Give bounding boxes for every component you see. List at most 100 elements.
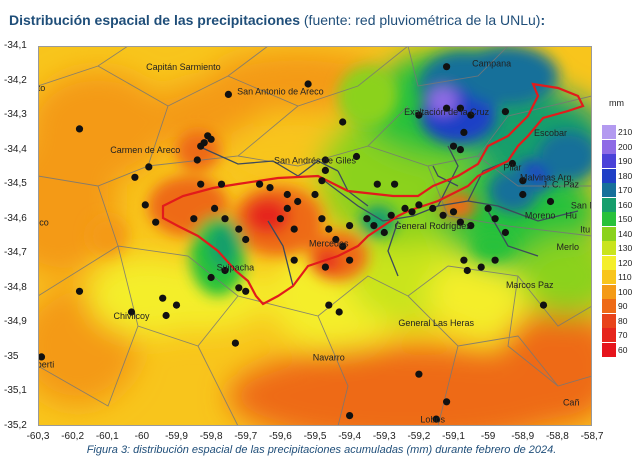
- station-dot: [456, 104, 464, 112]
- station-dot: [467, 222, 475, 230]
- place-labels: Capitán Sarmiento San Antonio de Areco Cam…: [38, 59, 592, 425]
- station-dot: [449, 142, 458, 150]
- station-dot: [217, 180, 226, 188]
- station-dot: [75, 287, 84, 295]
- station-dot: [325, 225, 333, 233]
- map-title-source: (fuente: red pluviométrica de la UNLu): [300, 12, 541, 28]
- legend-swatch: [602, 154, 616, 168]
- legend-label: 200: [618, 141, 633, 152]
- legend-label: 130: [618, 243, 633, 253]
- map-title: Distribución espacial de las precipitaci…: [9, 12, 545, 28]
- station-dot: [370, 222, 378, 230]
- place-label: Chivilcoy: [113, 311, 150, 321]
- station-dot: [335, 308, 343, 316]
- station-dot: [346, 256, 354, 264]
- station-dot: [463, 266, 471, 275]
- station-dot: [519, 177, 527, 185]
- station-dot: [207, 273, 215, 282]
- station-dot: [190, 215, 198, 223]
- station-dot: [449, 208, 458, 216]
- station-dot: [539, 301, 548, 309]
- place-label: Mercedes: [309, 238, 349, 248]
- legend-label: 160: [618, 199, 633, 210]
- station-dot: [321, 263, 329, 271]
- station-dot: [380, 228, 388, 237]
- station-dot: [224, 90, 232, 98]
- legend-swatch: [602, 241, 616, 255]
- rain-gauge-stations: [38, 63, 555, 423]
- station-dot: [339, 118, 347, 126]
- x-tick-label: -59,4: [338, 431, 362, 442]
- legend-label: 210: [618, 127, 633, 137]
- legend-swatch: [602, 197, 616, 212]
- legend-label: 140: [618, 228, 633, 239]
- station-dot: [197, 142, 205, 150]
- place-label: uco: [38, 218, 49, 228]
- station-dot: [318, 215, 326, 223]
- station-dot: [415, 201, 423, 209]
- station-dot: [290, 225, 298, 233]
- y-tick-label: -35: [4, 350, 19, 362]
- x-tick-label: -59,3: [372, 431, 396, 442]
- station-dot: [318, 177, 326, 185]
- place-label: San M.: [571, 200, 592, 210]
- station-dot: [415, 111, 423, 119]
- legend-label: 60: [618, 344, 628, 355]
- station-dot: [294, 197, 302, 206]
- station-dot: [460, 256, 468, 264]
- place-label: San Andrés de Giles: [274, 156, 357, 166]
- place-label: Itu: [580, 225, 590, 235]
- station-dot: [477, 263, 485, 271]
- place-label: Lobos: [420, 415, 445, 425]
- legend-label: 90: [618, 301, 628, 311]
- legend-label: 70: [618, 330, 628, 340]
- station-dot: [162, 311, 170, 320]
- place-label: Campana: [472, 59, 511, 69]
- station-dot: [311, 190, 319, 199]
- station-dot: [443, 104, 451, 112]
- legend-label: 100: [618, 286, 633, 297]
- legend-swatch: [602, 226, 616, 241]
- place-label: Moreno: [525, 211, 556, 221]
- station-dot: [321, 166, 329, 174]
- station-dot: [231, 339, 239, 347]
- station-dot: [276, 215, 284, 223]
- legend-swatch: [602, 299, 616, 313]
- legend-label: 180: [618, 170, 633, 181]
- station-dot: [321, 156, 329, 164]
- station-dot: [373, 180, 381, 188]
- place-label: J. C. Paz: [543, 180, 580, 190]
- place-label: Malvinas Arg.: [520, 173, 574, 183]
- station-dot: [460, 128, 468, 136]
- station-dot: [221, 215, 229, 223]
- y-tick-label: -34,3: [4, 109, 27, 121]
- station-dot: [501, 108, 509, 116]
- station-dot: [235, 284, 243, 292]
- station-dot: [391, 180, 399, 188]
- station-dot: [456, 146, 464, 154]
- x-tick-label: -59,6: [268, 431, 292, 442]
- place-label: Cañ: [563, 397, 580, 407]
- station-dot: [387, 211, 395, 219]
- station-dot: [211, 204, 219, 212]
- station-dot: [256, 180, 264, 188]
- y-tick-label: -35,2: [4, 420, 27, 431]
- station-dot: [131, 173, 139, 181]
- station-dot: [304, 80, 312, 88]
- station-dot: [443, 63, 451, 71]
- legend-label: 80: [618, 315, 628, 326]
- station-dot: [443, 398, 451, 406]
- station-dot: [346, 412, 354, 420]
- station-dot: [429, 204, 437, 212]
- place-label: Pilar: [503, 162, 521, 172]
- place-label: alto: [38, 83, 45, 93]
- station-dot: [401, 204, 409, 212]
- station-dot: [491, 256, 499, 264]
- rainfall-surface: Capitán Sarmiento San Antonio de Areco Cam…: [38, 46, 592, 426]
- place-label: Navarro: [313, 352, 345, 362]
- place-label: Capitán Sarmiento: [146, 62, 221, 72]
- place-label: San Antonio de Areco: [237, 86, 324, 96]
- legend-label: 110: [618, 272, 632, 282]
- station-dot: [339, 242, 347, 250]
- station-dot: [266, 184, 274, 192]
